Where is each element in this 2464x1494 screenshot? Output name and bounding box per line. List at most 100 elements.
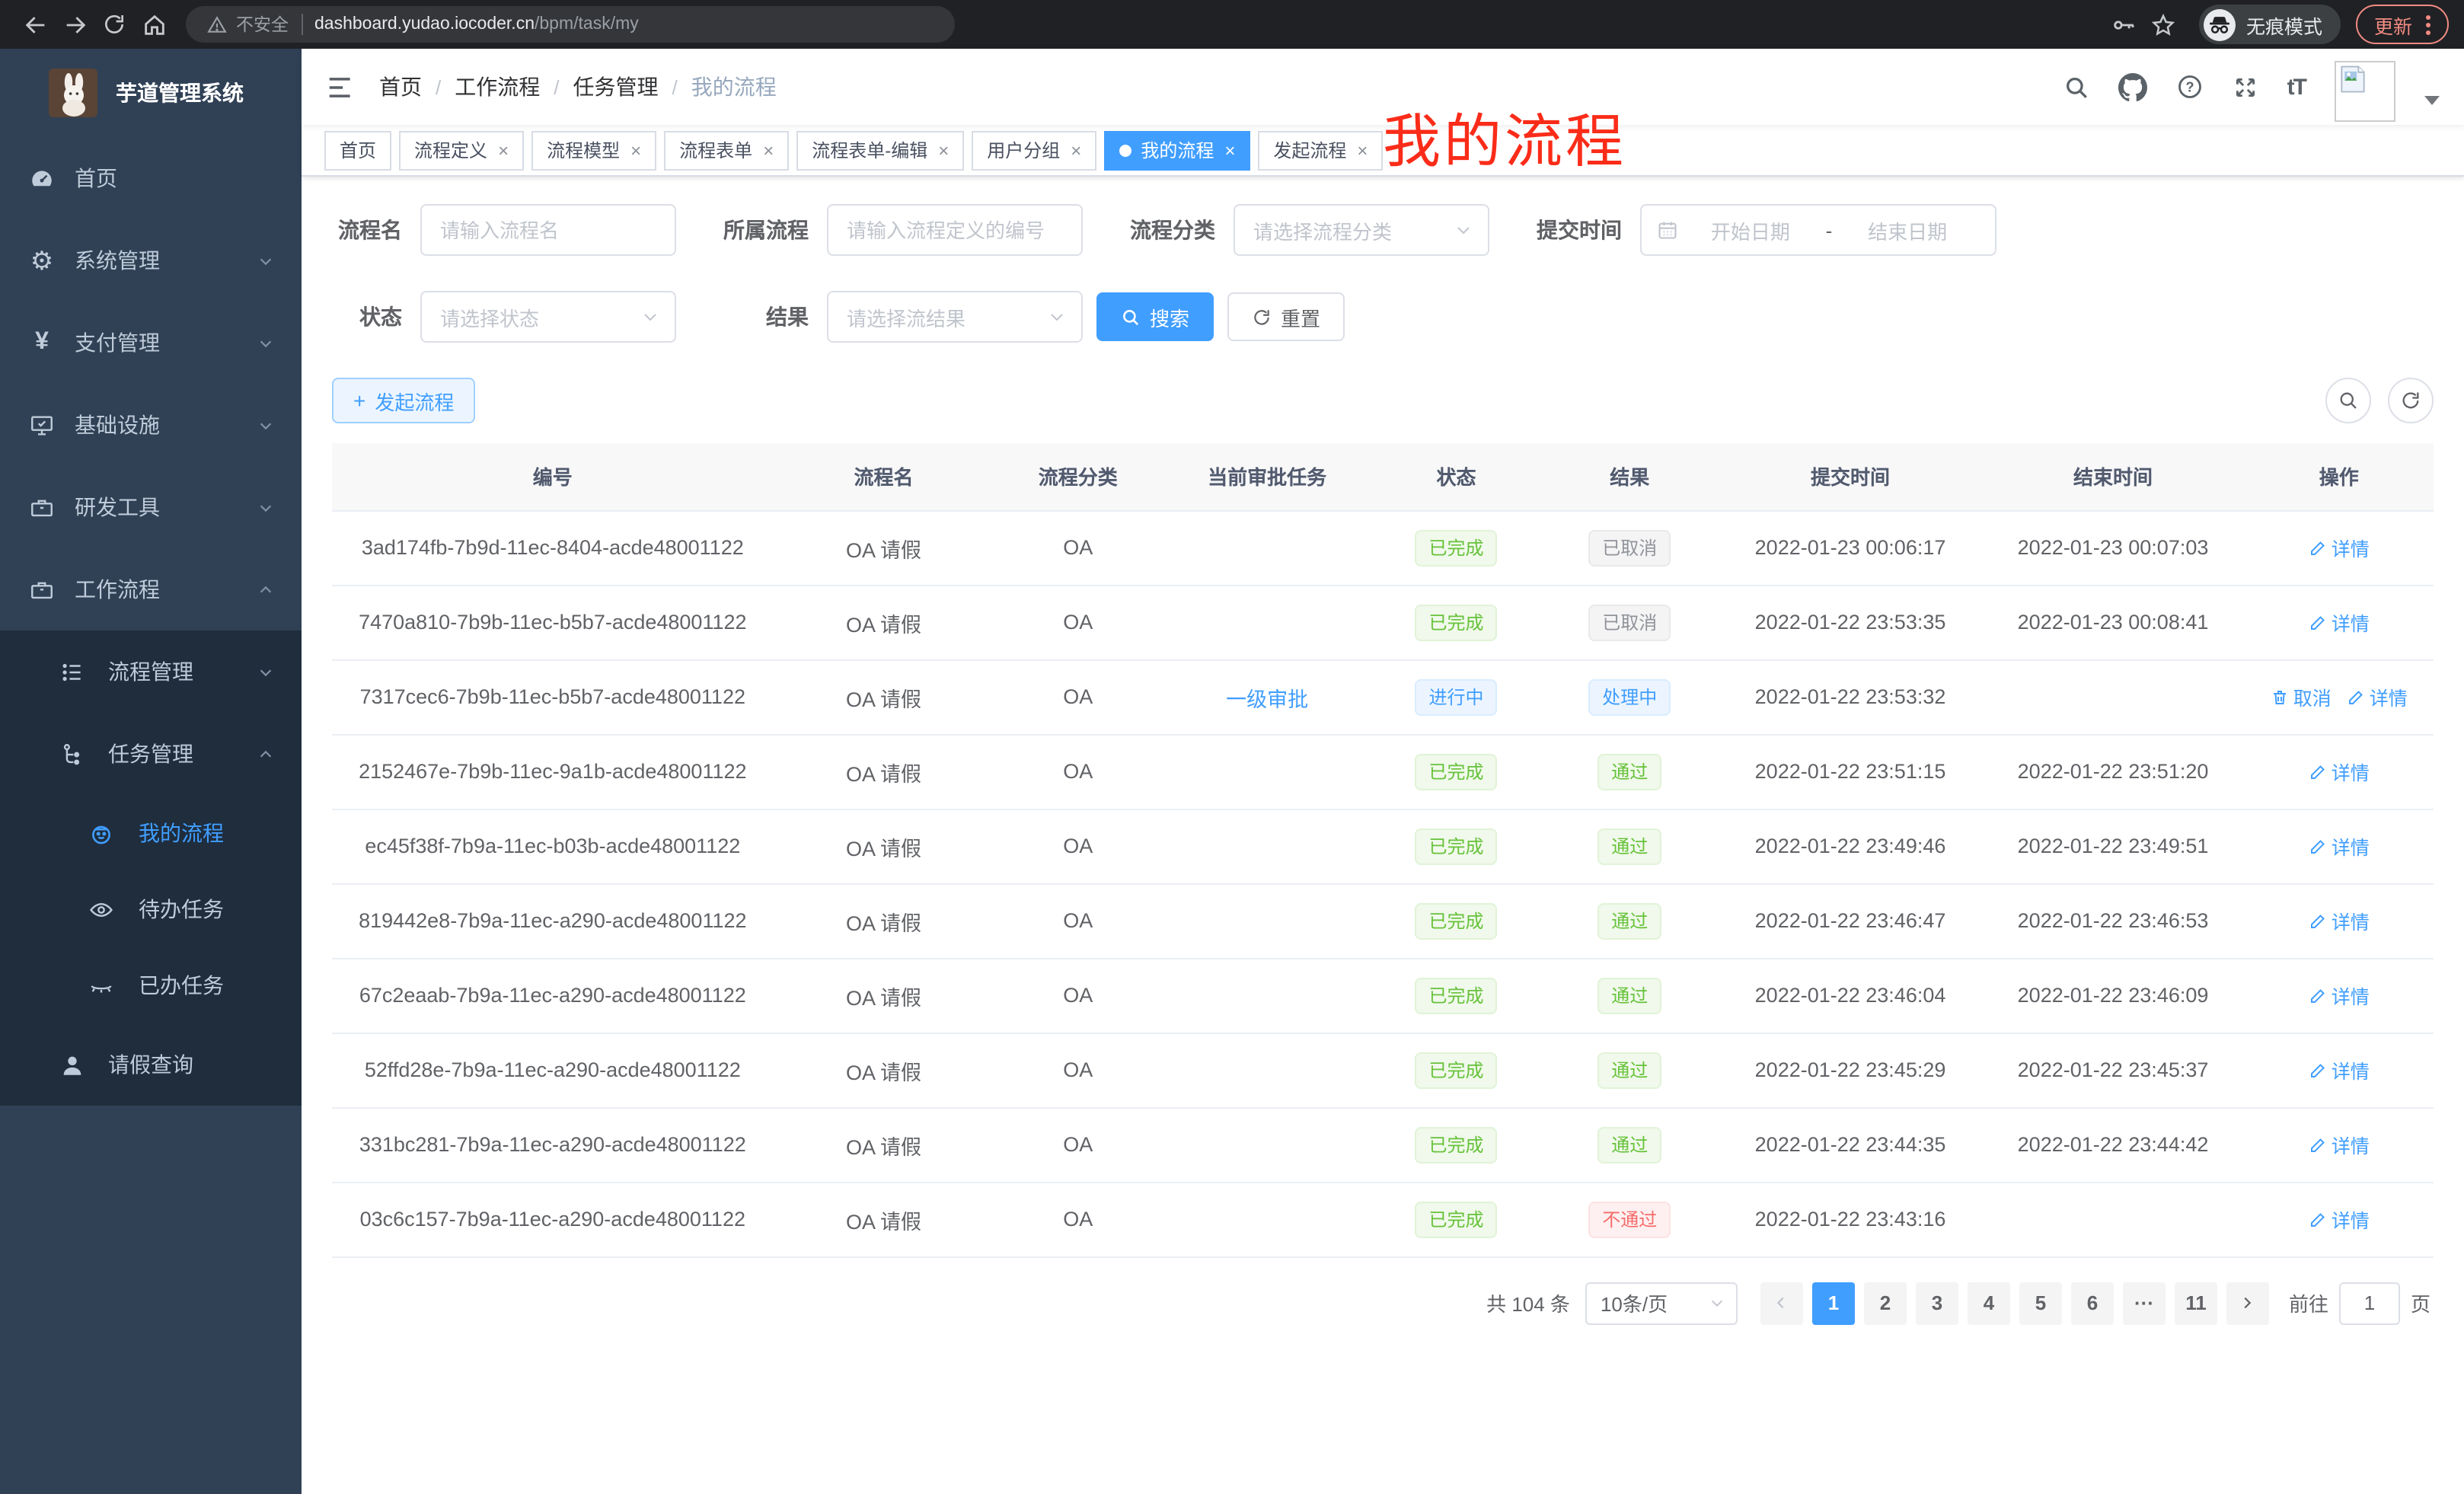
prev-page-button[interactable] [1760, 1282, 1803, 1324]
help-icon[interactable]: ? [2176, 73, 2204, 101]
detail-link[interactable]: 详情 [2309, 608, 2370, 637]
tab-process-form-edit[interactable]: 流程表单-编辑 × [796, 130, 965, 170]
task-link[interactable]: 一级审批 [1226, 688, 1309, 710]
sidebar-item-workflow[interactable]: 工作流程 [0, 548, 302, 630]
show-search-button[interactable] [2325, 378, 2371, 423]
sidebar-item-leave-query[interactable]: 请假查询 [0, 1023, 302, 1106]
cell-task [1162, 734, 1373, 809]
sidebar-item-done-tasks[interactable]: 已办任务 [0, 947, 302, 1023]
close-icon[interactable]: × [763, 139, 774, 161]
detail-link[interactable]: 详情 [2309, 1205, 2370, 1234]
tab-user-group[interactable]: 用户分组 × [972, 130, 1097, 170]
page-button-11[interactable]: 11 [2174, 1282, 2217, 1324]
more-pages-button[interactable]: ··· [2122, 1282, 2166, 1324]
tab-process-form[interactable]: 流程表单 × [664, 130, 790, 170]
status-badge: 已完成 [1415, 753, 1498, 790]
fullscreen-icon[interactable] [2233, 74, 2258, 100]
sidebar-item-pay[interactable]: ¥ 支付管理 [0, 302, 302, 384]
sidebar-item-todo-tasks[interactable]: 待办任务 [0, 871, 302, 947]
page-size-select[interactable]: 10条/页 [1585, 1282, 1738, 1324]
close-icon[interactable]: × [1357, 139, 1368, 161]
result-select[interactable]: 请选择流结果 [827, 291, 1083, 343]
close-icon[interactable]: × [498, 139, 509, 161]
logo-block[interactable]: 芋道管理系统 [0, 49, 302, 137]
cell-name: OA 请假 [773, 883, 994, 959]
breadcrumb-item[interactable]: 工作流程 [455, 75, 541, 99]
search-button-label: 搜索 [1150, 307, 1190, 330]
chevron-down-icon [644, 314, 656, 321]
refresh-table-button[interactable] [2388, 378, 2434, 423]
chevron-left-icon [1777, 1297, 1785, 1309]
start-process-button[interactable]: + 发起流程 [332, 378, 476, 423]
url-divider [301, 14, 302, 35]
font-size-icon[interactable]: tT [2287, 74, 2307, 100]
search-icon[interactable] [2063, 74, 2089, 100]
sidebar-item-devtools[interactable]: 研发工具 [0, 466, 302, 548]
close-icon[interactable]: × [938, 139, 950, 161]
tab-process-definition[interactable]: 流程定义 × [399, 130, 525, 170]
sidebar-item-my-process[interactable]: 我的流程 [0, 795, 302, 871]
back-icon[interactable] [15, 5, 55, 44]
process-name-input[interactable] [420, 204, 676, 256]
result-badge: 通过 [1597, 828, 1662, 864]
address-bar[interactable]: 不安全 dashboard.yudao.iocoder.cn/bpm/task/… [186, 6, 955, 43]
browser-menu-icon[interactable] [2426, 14, 2430, 34]
submit-time-range-picker[interactable]: 开始日期 - 结束日期 [1640, 204, 1996, 256]
status-select[interactable]: 请选择状态 [420, 291, 676, 343]
category-label: 流程分类 [1130, 218, 1215, 242]
column-header: 提交时间 [1719, 443, 1982, 511]
status-badge: 已完成 [1415, 1126, 1498, 1163]
detail-link[interactable]: 详情 [2309, 981, 2370, 1010]
close-icon[interactable]: × [1224, 139, 1236, 161]
breadcrumb-item[interactable]: 首页 [379, 75, 422, 99]
detail-link[interactable]: 详情 [2309, 1130, 2370, 1159]
breadcrumb-item[interactable]: 任务管理 [573, 75, 659, 99]
github-icon[interactable] [2118, 72, 2147, 101]
sidebar-item-label: 系统管理 [75, 248, 160, 273]
detail-link[interactable]: 详情 [2309, 906, 2370, 935]
status-badge: 已完成 [1415, 529, 1498, 566]
sidebar-item-infra[interactable]: 基础设施 [0, 384, 302, 466]
page-button-5[interactable]: 5 [2019, 1282, 2062, 1324]
home-icon[interactable] [134, 5, 174, 44]
page-button-1[interactable]: 1 [1811, 1282, 1855, 1324]
sidebar-item-home[interactable]: 首页 [0, 137, 302, 219]
bookmark-star-icon[interactable] [2144, 5, 2184, 44]
password-key-icon[interactable] [2105, 5, 2144, 44]
sidebar-item-task-mgmt[interactable]: 任务管理 [0, 713, 302, 795]
tab-label: 流程定义 [414, 140, 488, 161]
detail-link[interactable]: 详情 [2309, 1055, 2370, 1084]
tab-my-process[interactable]: 我的流程 × [1104, 130, 1251, 170]
avatar-caret-icon[interactable] [2424, 96, 2440, 105]
tab-home[interactable]: 首页 [324, 130, 392, 170]
page-button-3[interactable]: 3 [1915, 1282, 1958, 1324]
sidebar-item-system[interactable]: ⚙ 系统管理 [0, 219, 302, 302]
forward-icon[interactable] [55, 5, 94, 44]
browser-update-button[interactable]: 更新 [2355, 5, 2449, 44]
page-button-4[interactable]: 4 [1967, 1282, 2010, 1324]
edit-icon [2310, 914, 2325, 927]
page-button-6[interactable]: 6 [2070, 1282, 2114, 1324]
sidebar-item-process-mgmt[interactable]: 流程管理 [0, 630, 302, 713]
detail-link[interactable]: 详情 [2309, 832, 2370, 860]
goto-page-input[interactable] [2338, 1282, 2400, 1324]
active-dot [1119, 144, 1132, 156]
process-def-input[interactable] [827, 204, 1083, 256]
detail-link[interactable]: 详情 [2309, 757, 2370, 786]
cancel-link[interactable]: 取消 [2271, 682, 2332, 711]
category-select[interactable]: 请选择流程分类 [1234, 204, 1489, 256]
next-page-button[interactable] [2226, 1282, 2269, 1324]
search-button[interactable]: 搜索 [1096, 292, 1214, 341]
page-button-2[interactable]: 2 [1863, 1282, 1907, 1324]
reload-icon[interactable] [94, 5, 134, 44]
close-icon[interactable]: × [630, 139, 642, 161]
sidebar-toggle-icon[interactable] [326, 72, 355, 101]
tab-process-model[interactable]: 流程模型 × [531, 130, 657, 170]
result-badge: 通过 [1597, 1052, 1662, 1088]
reset-button[interactable]: 重置 [1227, 292, 1345, 341]
tab-start-process[interactable]: 发起流程 × [1258, 130, 1384, 170]
close-icon[interactable]: × [1071, 139, 1082, 161]
detail-link[interactable]: 详情 [2347, 682, 2408, 711]
detail-link[interactable]: 详情 [2309, 533, 2370, 562]
avatar[interactable] [2335, 61, 2395, 122]
